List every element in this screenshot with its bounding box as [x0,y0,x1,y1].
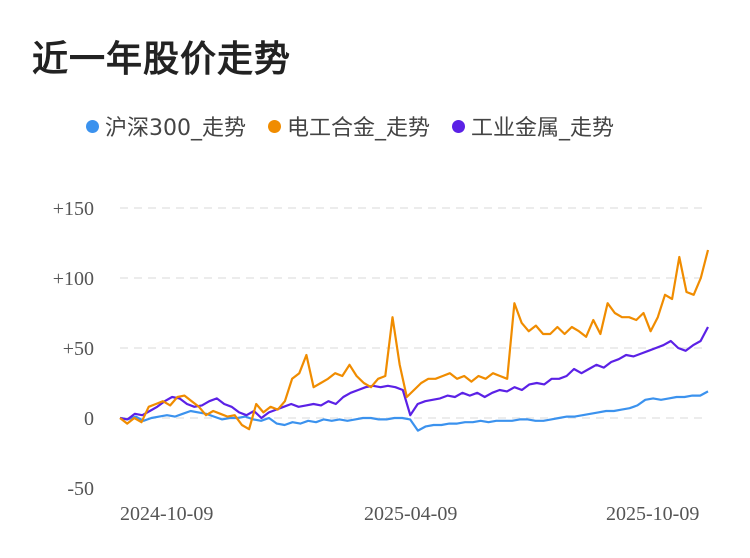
legend-item-industrial-metals[interactable]: 工业金属_走势 [452,110,614,142]
legend-label: 沪深300_走势 [105,116,246,141]
x-tick-label: 2024-10-09 [120,503,213,525]
legend-item-electrical-alloy[interactable]: 电工合金_走势 [268,110,430,142]
legend-item-hs300[interactable]: 沪深300_走势 [86,110,246,142]
legend-dot-icon [268,119,281,133]
series-line-1 [119,249,710,431]
y-tick-label: -50 [67,478,94,500]
grid-lines [120,207,708,419]
legend-dot-icon [86,119,99,133]
series-line-0 [119,390,709,432]
series-line-2 [119,326,709,421]
series-lines [119,249,710,432]
chart-title: 近一年股价走势 [32,39,292,80]
y-tick-label: +150 [53,198,94,220]
y-tick-label: 0 [84,408,94,430]
y-axis-ticks: +150 +100 +50 0 -50 [53,198,94,500]
chart-legend: 沪深300_走势 电工合金_走势 工业金属_走势 [86,110,636,142]
y-tick-label: +100 [53,268,94,290]
legend-dot-icon [452,119,466,133]
legend-label: 电工合金_走势 [287,116,431,141]
y-tick-label: +50 [63,338,94,360]
legend-label: 工业金属_走势 [471,116,615,141]
x-axis-ticks: 2024-10-09 2025-04-09 2025-10-09 [120,503,699,525]
x-tick-label: 2025-04-09 [364,503,457,525]
x-tick-label: 2025-10-09 [606,503,699,525]
